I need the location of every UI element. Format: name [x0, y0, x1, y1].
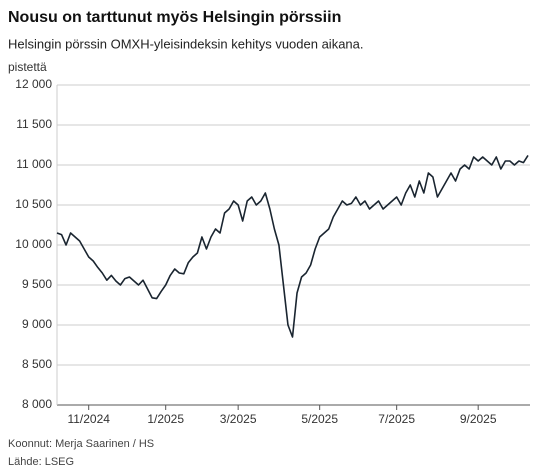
x-tick-label: 3/2025: [220, 412, 257, 426]
y-axis-label: pistettä: [8, 60, 47, 74]
credit: Koonnut: Merja Saarinen / HS: [8, 438, 154, 450]
y-tick-label: 9 500: [22, 277, 52, 291]
y-tick-label: 10 000: [15, 237, 52, 251]
y-tick-label: 9 000: [22, 317, 52, 331]
x-tick-label: 5/2025: [301, 412, 338, 426]
y-tick-label: 11 500: [16, 117, 52, 131]
y-tick-label: 10 500: [15, 197, 52, 211]
y-tick-label: 11 000: [16, 157, 52, 171]
series-line: [56, 154, 529, 338]
x-tick-label: 7/2025: [378, 412, 415, 426]
chart-subtitle: Helsingin pörssin OMXH-yleisindeksin keh…: [8, 36, 364, 51]
x-tick-label: 11/2024: [67, 412, 110, 426]
x-tick-label: 1/2025: [147, 412, 184, 426]
source: Lähde: LSEG: [8, 456, 74, 468]
y-tick-label: 12 000: [15, 77, 52, 91]
y-tick-label: 8 000: [22, 397, 52, 411]
y-tick-label: 8 500: [22, 357, 52, 371]
chart-title: Nousu on tarttunut myös Helsingin pörssi…: [8, 9, 341, 26]
x-tick-label: 9/2025: [460, 412, 497, 426]
